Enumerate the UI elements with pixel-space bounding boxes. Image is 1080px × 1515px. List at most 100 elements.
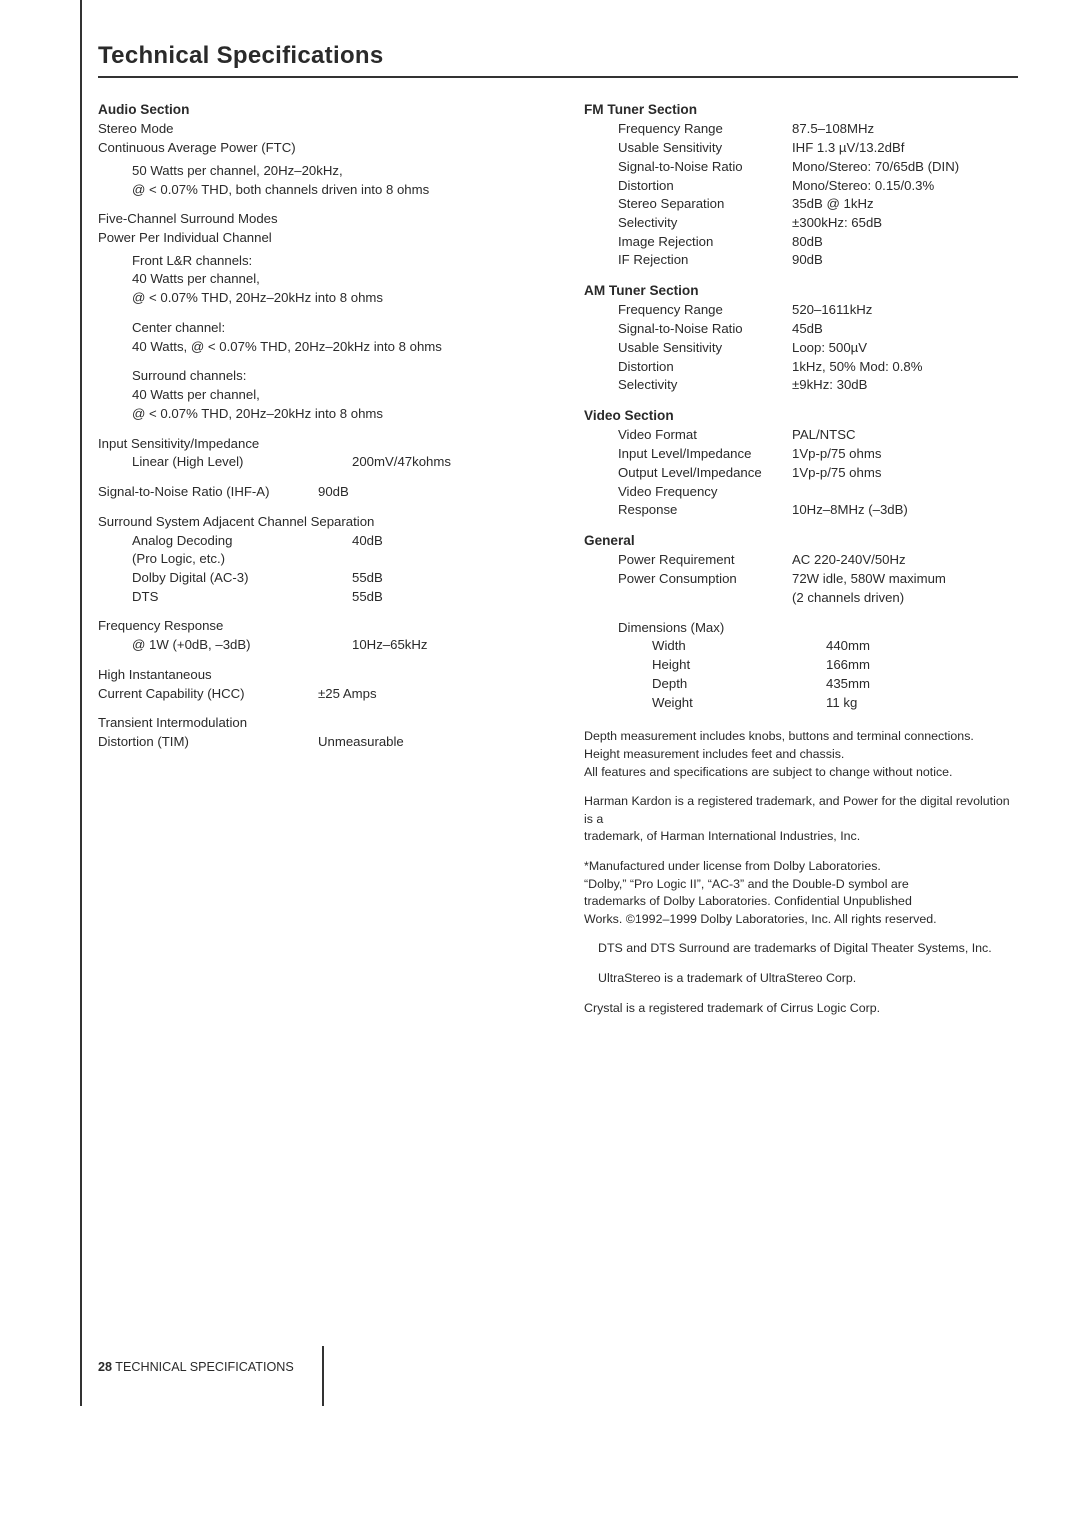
spec-key: Distortion [618, 177, 792, 196]
title-rule [98, 76, 1018, 78]
hcc-v: ±25 Amps [318, 685, 377, 704]
spec-value: 520–1611kHz [792, 301, 872, 320]
cap-line: Continuous Average Power (FTC) [98, 139, 530, 158]
footer-page: 28 [98, 1360, 112, 1374]
fr-k: @ 1W (+0dB, –3dB) [132, 636, 352, 655]
tim-v: Unmeasurable [318, 733, 404, 752]
spec-key: Depth [652, 675, 826, 694]
note-3b: “Dolby,” “Pro Logic II”, “AC-3” and the … [584, 876, 1016, 894]
spec-key: Distortion [618, 358, 792, 377]
spec-value: 1Vp-p/75 ohms [792, 445, 881, 464]
note-1b: Height measurement includes feet and cha… [584, 746, 1016, 764]
spec-key: IF Rejection [618, 251, 792, 270]
spec-value: 35dB @ 1kHz [792, 195, 874, 214]
ad-k2: (Pro Logic, etc.) [132, 550, 530, 569]
dim: Dimensions (Max) [618, 619, 1016, 638]
note-4a: DTS and DTS Surround are trademarks of D… [598, 940, 1016, 958]
note-5: UltraStereo is a trademark of UltraStere… [584, 970, 1016, 988]
spec-value: ±9kHz: 30dB [792, 376, 867, 395]
hi: High Instantaneous [98, 666, 530, 685]
spec-key: Output Level/Impedance [618, 464, 792, 483]
note-5a: UltraStereo is a trademark of UltraStere… [598, 970, 1016, 988]
note-6a: Crystal is a registered trademark of Cir… [584, 1000, 1016, 1018]
pc-k: Power Consumption [618, 570, 792, 589]
right-column: FM Tuner Section Frequency Range87.5–108… [584, 100, 1016, 1017]
resp-v: 10Hz–8MHz (–3dB) [792, 501, 908, 520]
spec-value: Mono/Stereo: 70/65dB (DIN) [792, 158, 959, 177]
dd-k: Dolby Digital (AC-3) [132, 569, 352, 588]
isi-k: Linear (High Level) [132, 453, 352, 472]
vf: Video Frequency [618, 483, 1016, 502]
spec-key: Usable Sensitivity [618, 139, 792, 158]
spec-key: Weight [652, 694, 826, 713]
spec-key: Selectivity [618, 214, 792, 233]
audio-heading: Audio Section [98, 100, 530, 119]
video-heading: Video Section [584, 406, 1016, 425]
ad-v: 40dB [352, 532, 383, 551]
note-2a: Harman Kardon is a registered trademark,… [584, 793, 1016, 828]
five-ch: Five-Channel Surround Modes [98, 210, 530, 229]
ssacs: Surround System Adjacent Channel Separat… [98, 513, 530, 532]
dd-v: 55dB [352, 569, 383, 588]
page-footer: 28 TECHNICAL SPECIFICATIONS [98, 1360, 294, 1374]
left-column: Audio Section Stereo Mode Continuous Ave… [98, 100, 530, 1017]
spec-value: 11 kg [826, 694, 857, 713]
dts-k: DTS [132, 588, 352, 607]
isi: Input Sensitivity/Impedance [98, 435, 530, 454]
spec-key: Input Level/Impedance [618, 445, 792, 464]
note-2b: trademark, of Harman International Indus… [584, 828, 1016, 846]
note-1a: Depth measurement includes knobs, button… [584, 728, 1016, 746]
spec-value: 166mm [826, 656, 870, 675]
spec-value: 440mm [826, 637, 870, 656]
ad-k: Analog Decoding [132, 532, 352, 551]
spec-value: PAL/NTSC [792, 426, 856, 445]
am-heading: AM Tuner Section [584, 281, 1016, 300]
spec-key: Frequency Range [618, 120, 792, 139]
tim1: Transient Intermodulation [98, 714, 530, 733]
spec-key: Frequency Range [618, 301, 792, 320]
note-4: DTS and DTS Surround are trademarks of D… [584, 940, 1016, 958]
pc-v1: 72W idle, 580W maximum [792, 570, 946, 589]
note-6: Crystal is a registered trademark of Cir… [584, 1000, 1016, 1018]
spec-key: Signal-to-Noise Ratio [618, 320, 792, 339]
surr-l2: @ < 0.07% THD, 20Hz–20kHz into 8 ohms [132, 405, 530, 424]
fr-v: 10Hz–65kHz [352, 636, 428, 655]
page-title: Technical Specifications [98, 42, 1080, 70]
spec-key: Video Format [618, 426, 792, 445]
spec-value: 1kHz, 50% Mod: 0.8% [792, 358, 922, 377]
cap-l1: 50 Watts per channel, 20Hz–20kHz, [132, 162, 530, 181]
note-3c: trademarks of Dolby Laboratories. Confid… [584, 893, 1016, 911]
center-l1: 40 Watts, @ < 0.07% THD, 20Hz–20kHz into… [132, 338, 530, 357]
front-l1: 40 Watts per channel, [132, 270, 530, 289]
pc-v2: (2 channels driven) [792, 589, 904, 608]
footer-label: TECHNICAL SPECIFICATIONS [115, 1360, 293, 1374]
hcc-k: Current Capability (HCC) [98, 685, 318, 704]
pr-k: Power Requirement [618, 551, 792, 570]
spec-key: Image Rejection [618, 233, 792, 252]
pc-blank [618, 589, 792, 608]
vertical-rule-short [322, 1346, 324, 1406]
note-1c: All features and specifications are subj… [584, 764, 1016, 782]
spec-value: 1Vp-p/75 ohms [792, 464, 881, 483]
center-h: Center channel: [132, 319, 530, 338]
note-3a: *Manufactured under license from Dolby L… [584, 858, 1016, 876]
fm-heading: FM Tuner Section [584, 100, 1016, 119]
spec-value: 80dB [792, 233, 823, 252]
pr-v: AC 220-240V/50Hz [792, 551, 906, 570]
cap-l2: @ < 0.07% THD, both channels driven into… [132, 181, 530, 200]
stereo-mode: Stereo Mode [98, 120, 530, 139]
spec-key: Selectivity [618, 376, 792, 395]
surr-h: Surround channels: [132, 367, 530, 386]
spec-value: 90dB [792, 251, 823, 270]
spec-key: Stereo Separation [618, 195, 792, 214]
ppic: Power Per Individual Channel [98, 229, 530, 248]
dts-v: 55dB [352, 588, 383, 607]
vertical-rule-left [80, 0, 82, 1406]
spec-value: ±300kHz: 65dB [792, 214, 882, 233]
isi-v: 200mV/47kohms [352, 453, 451, 472]
spec-value: Loop: 500µV [792, 339, 867, 358]
spec-value: IHF 1.3 µV/13.2dBf [792, 139, 904, 158]
snr-k: Signal-to-Noise Ratio (IHF-A) [98, 483, 318, 502]
spec-key: Usable Sensitivity [618, 339, 792, 358]
spec-key: Signal-to-Noise Ratio [618, 158, 792, 177]
